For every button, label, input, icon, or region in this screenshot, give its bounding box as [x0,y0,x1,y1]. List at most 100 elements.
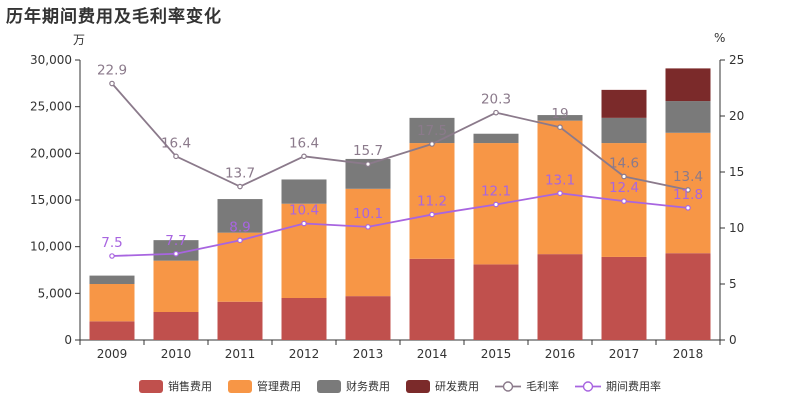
left-tick-label: 10,000 [30,240,72,254]
point-期间费用率-2018 [685,205,691,211]
point-期间费用率-2009 [109,253,115,259]
point-毛利率-2014 [429,141,435,147]
x-tick-label: 2013 [353,347,384,361]
point-期间费用率-2013 [365,224,371,230]
data-label-毛利率: 16.4 [161,135,191,151]
point-期间费用率-2014 [429,211,435,218]
bar-财务费用-2017 [601,117,647,144]
data-label-期间费用率: 12.4 [609,180,639,196]
legend-line-swatch [575,380,601,392]
data-label-毛利率: 17.5 [417,123,447,139]
bar-销售费用-2013 [345,296,391,340]
left-tick-label: 30,000 [30,53,72,67]
legend-label: 财务费用 [346,380,390,393]
legend-swatch [406,379,430,393]
right-tick-label: 0 [729,333,737,347]
point-期间费用率-2016 [557,190,563,197]
x-tick-label: 2009 [97,347,128,361]
legend-line-swatch [495,380,521,392]
data-label-期间费用率: 13.1 [545,172,575,188]
x-tick-label: 2014 [417,347,448,361]
data-label-期间费用率: 10.4 [289,203,319,219]
x-tick-label: 2016 [545,347,576,361]
left-axis-unit: 万 [73,33,86,47]
right-tick-label: 15 [729,165,744,179]
point-期间费用率-2015 [493,201,499,208]
legend-item[interactable]: 期间费用率 [575,378,661,394]
bar-管理费用-2009 [89,284,135,322]
data-label-毛利率: 22.9 [97,63,127,79]
left-tick-label: 5,000 [38,286,72,300]
point-毛利率-2011 [237,183,243,190]
bar-销售费用-2010 [153,312,199,340]
legend-item[interactable]: 毛利率 [495,378,559,394]
x-tick-label: 2011 [225,347,256,361]
bar-销售费用-2015 [473,264,519,340]
point-毛利率-2012 [301,153,307,160]
bar-财务费用-2011 [217,199,263,233]
legend-label: 管理费用 [257,380,301,393]
bar-管理费用-2014 [409,143,455,259]
bar-销售费用-2014 [409,258,455,340]
data-label-期间费用率: 8.9 [229,219,250,235]
bar-财务费用-2012 [281,179,327,204]
bar-财务费用-2018 [665,101,711,133]
data-label-毛利率: 13.7 [225,166,255,182]
data-label-期间费用率: 11.8 [673,187,703,203]
legend-label: 毛利率 [526,380,559,393]
left-tick-label: 20,000 [30,146,72,160]
data-label-期间费用率: 12.1 [481,183,511,199]
left-tick-label: 25,000 [30,100,72,114]
right-tick-label: 20 [729,109,744,123]
left-tick-label: 0 [64,333,72,347]
data-label-期间费用率: 11.2 [417,194,447,210]
data-label-毛利率: 15.7 [353,143,383,159]
legend-label: 期间费用率 [606,380,661,393]
chart-title: 历年期间费用及毛利率变化 [6,7,222,27]
bar-研发费用-2017 [601,89,647,118]
bar-销售费用-2016 [537,254,583,340]
bar-管理费用-2010 [153,260,199,312]
bar-财务费用-2016 [537,115,583,121]
right-axis-unit: % [714,31,726,45]
point-毛利率-2017 [621,173,627,180]
line-毛利率 [111,82,689,191]
point-毛利率-2018 [685,187,691,193]
legend: 销售费用 管理费用 财务费用 研发费用 毛利率 期间费用率 [0,378,800,394]
right-tick-label: 5 [729,277,737,291]
bar-销售费用-2012 [281,298,327,340]
legend-swatch [317,379,341,393]
point-毛利率-2009 [109,80,115,87]
bar-销售费用-2018 [665,253,711,340]
bar-研发费用-2018 [665,68,711,102]
data-label-毛利率: 19 [551,106,568,122]
bar-销售费用-2009 [89,321,135,340]
bar-销售费用-2017 [601,256,647,340]
legend-swatch [139,379,163,393]
bar-管理费用-2013 [345,188,391,297]
legend-swatch [228,379,252,393]
legend-item[interactable]: 研发费用 [406,378,479,394]
x-tick-label: 2010 [161,347,192,361]
bar-管理费用-2012 [281,203,327,298]
data-label-毛利率: 14.6 [609,155,639,171]
legend-item[interactable]: 管理费用 [228,378,301,394]
data-label-毛利率: 20.3 [481,92,511,108]
legend-label: 研发费用 [435,380,479,393]
point-期间费用率-2017 [621,198,627,204]
left-tick-label: 15,000 [30,193,72,207]
right-tick-label: 25 [729,53,744,67]
right-tick-label: 10 [729,221,744,235]
point-期间费用率-2011 [237,237,243,244]
legend-item[interactable]: 销售费用 [139,378,212,394]
bar-财务费用-2010 [153,240,199,261]
legend-label: 销售费用 [168,380,212,393]
bar-财务费用-2015 [473,133,519,144]
bar-财务费用-2009 [89,275,135,284]
legend-item[interactable]: 财务费用 [317,378,390,394]
bar-管理费用-2016 [537,120,583,255]
x-tick-label: 2015 [481,347,512,361]
data-label-期间费用率: 7.5 [101,235,122,251]
data-label-毛利率: 13.4 [673,169,703,185]
